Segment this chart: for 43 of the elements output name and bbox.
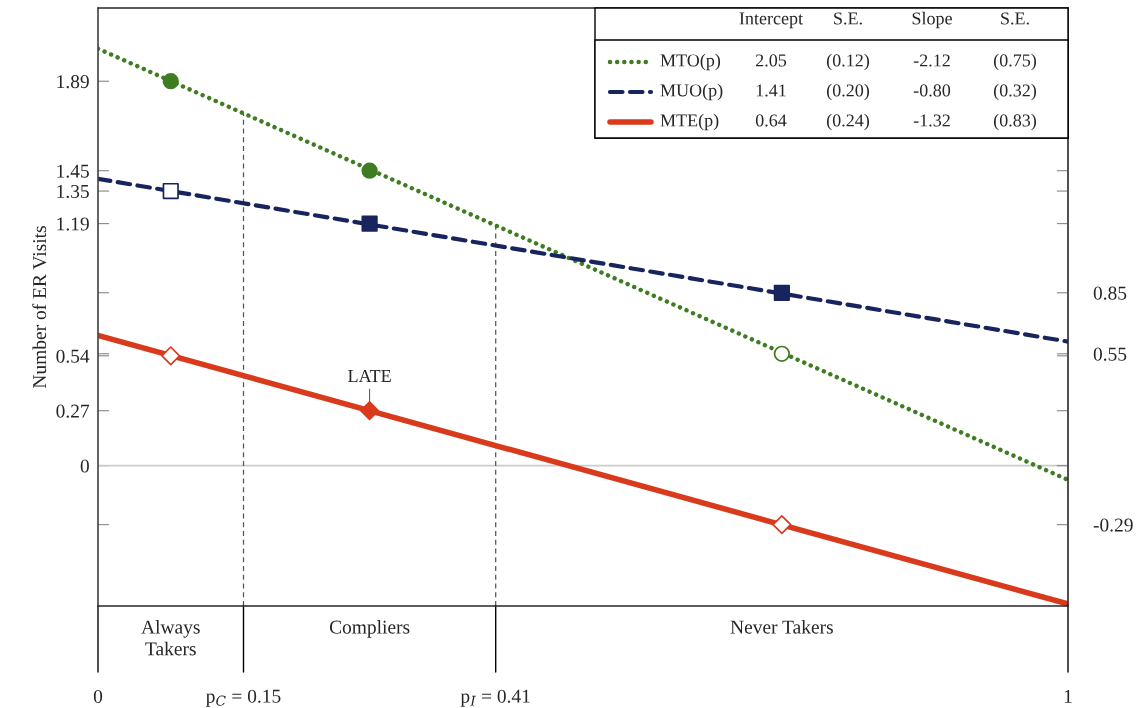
y-tick-label: 1.35 [57, 184, 89, 199]
point [773, 284, 790, 301]
annotation: (0.32) [993, 83, 1037, 101]
annotation: (0.24) [826, 113, 870, 131]
annotation: Slope [912, 11, 952, 29]
point [361, 215, 378, 232]
y-axis-title: Number of ER Visits [32, 226, 47, 389]
y-tick-label: 1.45 [57, 164, 89, 178]
x-tick-label: 1 [1064, 689, 1072, 703]
legend-label: MTE(p) [660, 113, 719, 131]
x-tick-label: p$_{I}$ = 0.41 [460, 689, 530, 707]
y-tick-label: 1.19 [57, 217, 89, 231]
point [161, 346, 181, 366]
annotation: 1.41 [756, 84, 786, 97]
annotation: S.E. [834, 12, 862, 25]
point [772, 515, 792, 535]
legend-label: MTO(p) [660, 53, 721, 71]
text: Compliers [329, 620, 410, 638]
text: Always Takers [141, 620, 200, 656]
annotation: (0.75) [993, 53, 1037, 71]
annotation: LATE [348, 369, 391, 382]
annotation: 0.64 [755, 114, 787, 127]
annotation: Intercept [739, 12, 803, 29]
x-tick-label: 0 [93, 689, 103, 704]
y-tick-label: 0 [80, 459, 89, 473]
y2-tick-label: 0.55 [1093, 347, 1127, 361]
annotation: (0.12) [826, 53, 870, 71]
y2-tick-label: -0.29 [1093, 518, 1133, 532]
text: Never Takers [730, 620, 833, 634]
annotation: -2.12 [913, 54, 950, 67]
legend-label: MUO(p) [660, 83, 723, 101]
x-tick-label: p$_{C}$ = 0.15 [205, 689, 281, 707]
annotation: -0.80 [913, 84, 951, 97]
annotation: -1.32 [913, 114, 950, 127]
y-tick-label: 0.54 [56, 349, 90, 363]
annotation: 2.05 [755, 54, 787, 67]
annotation: (0.20) [826, 83, 870, 101]
annotation: (0.83) [993, 113, 1037, 131]
y2-tick-label: 0.85 [1093, 286, 1127, 300]
point [359, 401, 380, 421]
y-tick-label: 0.27 [56, 404, 90, 418]
annotation: S.E. [1001, 12, 1029, 25]
y-tick-label: 1.89 [57, 75, 89, 89]
